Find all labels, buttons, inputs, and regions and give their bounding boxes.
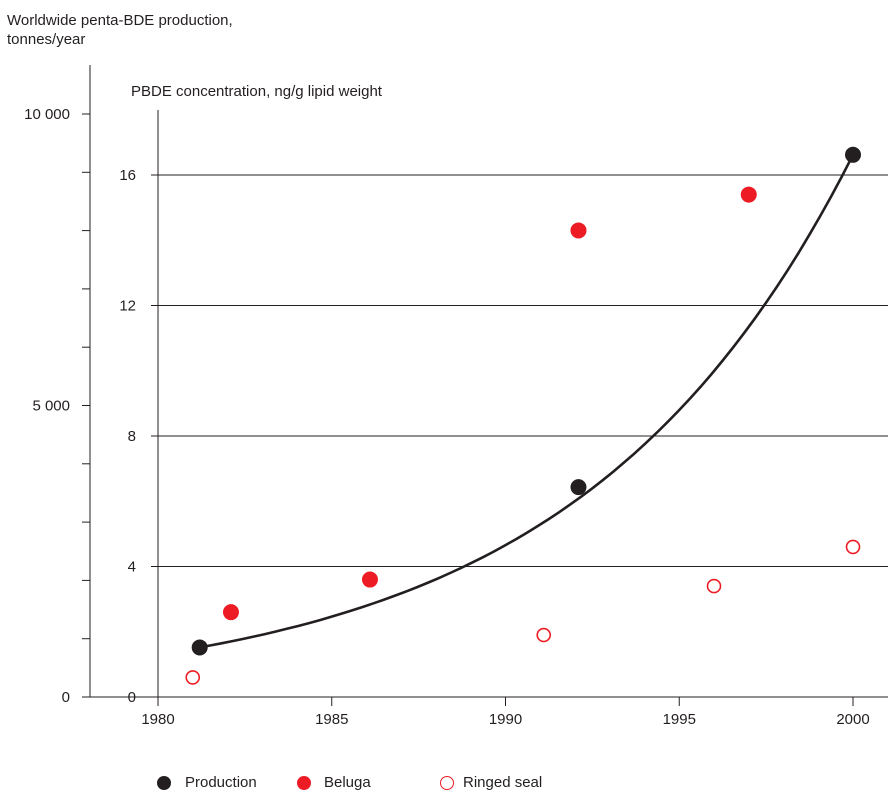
beluga-point-2 bbox=[570, 222, 587, 239]
x-axis-tick-label-2000: 2000 bbox=[836, 711, 869, 728]
right-axis-tick-label-16: 16 bbox=[119, 167, 136, 184]
left-axis-title: Worldwide penta-BDE production, tonnes/y… bbox=[7, 12, 233, 48]
left-axis-tick-label-0: 0 bbox=[62, 689, 70, 706]
right-axis-title: PBDE concentration, ng/g lipid weight bbox=[131, 83, 382, 100]
ringed-seal-point-3 bbox=[845, 539, 861, 555]
production-point-1 bbox=[570, 479, 587, 496]
left-axis-tick-label-5000: 5 000 bbox=[32, 398, 70, 415]
legend-beluga-label: Beluga bbox=[324, 774, 371, 791]
x-axis-tick-label-1990: 1990 bbox=[489, 711, 522, 728]
production-point-0 bbox=[191, 639, 208, 656]
right-axis-tick-label-12: 12 bbox=[119, 298, 136, 315]
ringed-seal-point-1 bbox=[536, 627, 552, 643]
production-trend-curve bbox=[199, 154, 855, 649]
x-axis-tick-label-1995: 1995 bbox=[663, 711, 696, 728]
right-axis-tick-label-4: 4 bbox=[128, 559, 136, 576]
production-point-2 bbox=[845, 146, 861, 163]
legend-ringed-seal-label: Ringed seal bbox=[463, 774, 543, 791]
beluga-point-3 bbox=[740, 186, 757, 203]
x-axis-tick-label-1985: 1985 bbox=[315, 711, 348, 728]
x-axis-tick-label-1980: 1980 bbox=[141, 711, 174, 728]
legend-ringed-seal-marker bbox=[440, 776, 454, 790]
ringed-seal-point-0 bbox=[185, 670, 201, 685]
legend-production-label: Production bbox=[185, 774, 257, 791]
ringed-seal-point-2 bbox=[706, 578, 722, 594]
beluga-point-1 bbox=[361, 571, 378, 588]
left-axis-tick-label-10000: 10 000 bbox=[24, 106, 70, 123]
legend-production-marker bbox=[157, 776, 171, 790]
legend-beluga-marker bbox=[297, 776, 311, 790]
beluga-point-0 bbox=[222, 604, 239, 621]
right-axis-tick-label-8: 8 bbox=[128, 428, 136, 445]
